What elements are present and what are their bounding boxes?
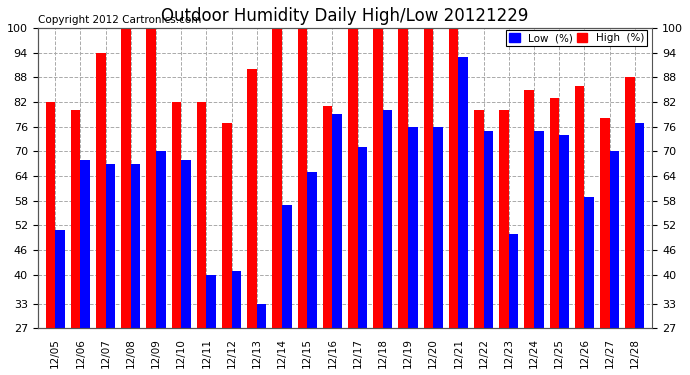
Bar — [600, 118, 609, 328]
Legend: Low  (%), High  (%): Low (%), High (%) — [506, 30, 647, 46]
Bar — [273, 28, 282, 328]
Bar — [46, 102, 55, 328]
Bar — [232, 271, 241, 328]
Bar — [635, 123, 644, 328]
Bar — [448, 28, 458, 328]
Bar — [146, 28, 156, 328]
Bar — [625, 77, 635, 328]
Bar — [398, 28, 408, 328]
Bar — [357, 147, 367, 328]
Bar — [549, 98, 559, 328]
Bar — [323, 106, 333, 328]
Bar — [131, 164, 141, 328]
Bar — [458, 57, 468, 328]
Bar — [484, 131, 493, 328]
Title: Outdoor Humidity Daily High/Low 20121229: Outdoor Humidity Daily High/Low 20121229 — [161, 7, 529, 25]
Bar — [96, 53, 106, 328]
Bar — [156, 152, 166, 328]
Bar — [222, 123, 232, 328]
Bar — [81, 160, 90, 328]
Bar — [247, 69, 257, 328]
Bar — [206, 275, 216, 328]
Text: Copyright 2012 Cartronics.com: Copyright 2012 Cartronics.com — [38, 15, 201, 25]
Bar — [71, 110, 81, 328]
Bar — [575, 86, 584, 328]
Bar — [474, 110, 484, 328]
Bar — [307, 172, 317, 328]
Bar — [106, 164, 115, 328]
Bar — [282, 205, 292, 328]
Bar — [424, 28, 433, 328]
Bar — [181, 160, 191, 328]
Bar — [509, 234, 518, 328]
Bar — [373, 28, 383, 328]
Bar — [433, 127, 443, 328]
Bar — [172, 102, 181, 328]
Bar — [197, 102, 206, 328]
Bar — [383, 110, 393, 328]
Bar — [348, 28, 357, 328]
Bar — [584, 196, 594, 328]
Bar — [333, 114, 342, 328]
Bar — [121, 28, 131, 328]
Bar — [257, 304, 266, 328]
Bar — [408, 127, 417, 328]
Bar — [55, 230, 65, 328]
Bar — [534, 131, 544, 328]
Bar — [524, 90, 534, 328]
Bar — [559, 135, 569, 328]
Bar — [499, 110, 509, 328]
Bar — [297, 28, 307, 328]
Bar — [609, 152, 619, 328]
